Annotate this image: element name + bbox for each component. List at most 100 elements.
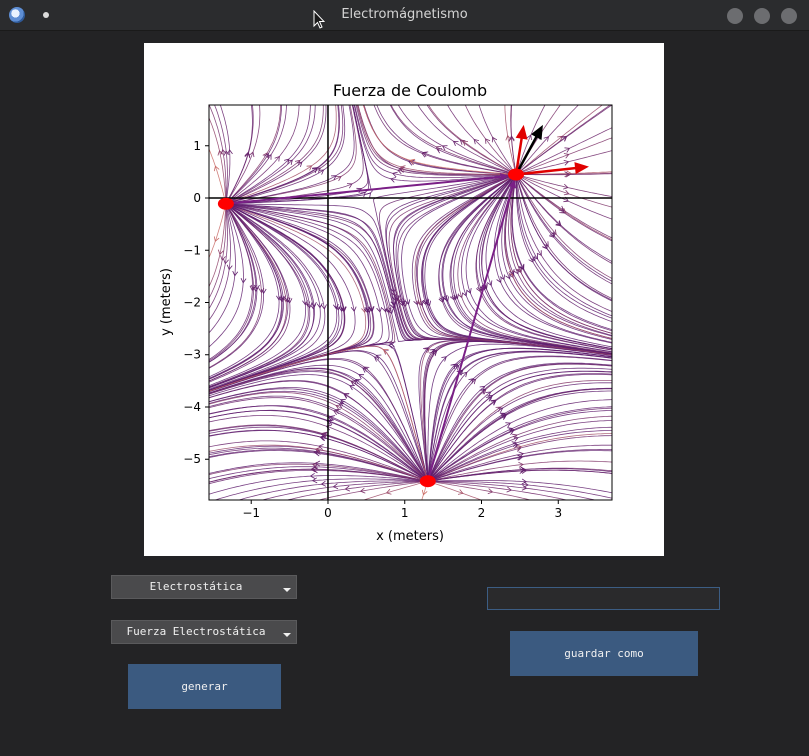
x-tick-label: 2 xyxy=(478,506,486,520)
field-line xyxy=(427,356,612,480)
field-arrow xyxy=(390,303,396,310)
field-line xyxy=(209,205,236,334)
field-line xyxy=(228,203,612,356)
field-arrow xyxy=(459,139,466,145)
field-line xyxy=(317,481,425,500)
field-line xyxy=(226,105,282,203)
window-title: Electromágnetismo xyxy=(341,7,468,22)
app-icon[interactable] xyxy=(9,7,25,23)
field-arrow xyxy=(315,449,322,455)
maximize-button[interactable] xyxy=(754,8,770,24)
force-vector xyxy=(514,131,541,176)
field-line xyxy=(428,435,612,481)
field-arrow xyxy=(359,487,366,494)
field-arrow xyxy=(310,304,316,310)
y-tick-label: −4 xyxy=(183,400,201,414)
field-arrow xyxy=(320,304,327,310)
y-tick-label: −1 xyxy=(183,243,201,257)
field-line xyxy=(209,450,426,481)
charge-point xyxy=(217,197,234,210)
field-arrow xyxy=(486,280,493,287)
field-line xyxy=(227,105,287,203)
field-arrow xyxy=(557,135,563,142)
field-arrow xyxy=(343,393,350,399)
field-arrow xyxy=(338,403,345,409)
filename-input[interactable] xyxy=(487,587,720,610)
minimize-button[interactable] xyxy=(727,8,743,24)
field-arrow xyxy=(485,138,491,144)
field-arrow xyxy=(217,249,224,256)
field-arrow xyxy=(392,171,398,178)
field-line xyxy=(357,105,514,176)
field-arrow xyxy=(457,489,464,495)
field-arrow xyxy=(302,300,308,306)
save-as-button[interactable]: guardar como xyxy=(510,631,698,676)
field-arrow xyxy=(457,292,464,299)
field-arrow xyxy=(461,371,468,378)
field-arrow xyxy=(485,396,492,402)
field-arrow xyxy=(507,427,514,433)
field-line xyxy=(438,175,612,355)
field-line xyxy=(209,204,383,392)
field-line xyxy=(362,481,425,500)
field-line xyxy=(209,405,427,481)
field-arrow xyxy=(358,374,365,380)
field-line xyxy=(354,105,513,179)
field-arrow xyxy=(283,158,290,165)
force-arrowhead xyxy=(530,124,543,141)
field-line xyxy=(428,415,612,481)
force-arrowhead xyxy=(508,179,517,189)
field-line xyxy=(516,105,546,172)
field-line xyxy=(390,105,514,174)
field-arrow xyxy=(487,488,494,495)
quantity-select[interactable]: Fuerza Electrostática xyxy=(111,620,297,644)
field-arrow xyxy=(310,466,316,473)
field-arrow xyxy=(375,354,382,360)
field-arrow xyxy=(450,363,457,370)
field-arrow xyxy=(250,284,257,291)
field-line xyxy=(429,468,612,482)
field-line xyxy=(515,176,612,317)
field-arrow xyxy=(542,243,548,250)
field-line xyxy=(226,105,324,204)
field-arrow xyxy=(286,298,293,304)
field-arrow xyxy=(232,270,239,277)
field-arrow xyxy=(318,444,324,450)
field-arrow xyxy=(315,446,321,453)
field-line xyxy=(510,105,517,174)
generate-button[interactable]: generar xyxy=(128,664,281,709)
field-arrow xyxy=(311,477,318,484)
field-arrow xyxy=(248,151,255,158)
field-arrow xyxy=(508,429,515,436)
field-line xyxy=(517,137,612,175)
field-arrow xyxy=(439,295,445,302)
field-arrow xyxy=(543,136,550,142)
field-arrow xyxy=(520,466,526,473)
y-tick-label: 0 xyxy=(193,191,201,205)
field-line xyxy=(518,173,612,176)
field-line xyxy=(504,105,516,173)
field-line xyxy=(516,176,612,301)
field-line xyxy=(209,206,227,300)
mode-select[interactable]: Electrostática xyxy=(111,575,297,599)
field-arrow xyxy=(346,183,353,189)
field-arrow xyxy=(485,391,492,397)
field-arrow xyxy=(401,301,408,308)
field-arrow xyxy=(318,169,325,175)
field-arrow xyxy=(309,472,316,479)
field-line xyxy=(428,387,612,481)
field-arrow xyxy=(226,264,233,271)
field-line xyxy=(453,174,612,354)
field-line xyxy=(430,480,597,500)
field-arrow xyxy=(382,349,389,355)
field-arrow xyxy=(240,278,247,284)
field-line xyxy=(428,374,612,481)
field-arrow xyxy=(260,288,267,295)
field-arrow xyxy=(376,306,383,313)
close-button[interactable] xyxy=(781,8,797,24)
field-arrow xyxy=(349,385,355,391)
pin-icon[interactable] xyxy=(43,12,49,18)
force-arrowhead xyxy=(574,162,589,175)
field-arrow xyxy=(368,306,375,312)
